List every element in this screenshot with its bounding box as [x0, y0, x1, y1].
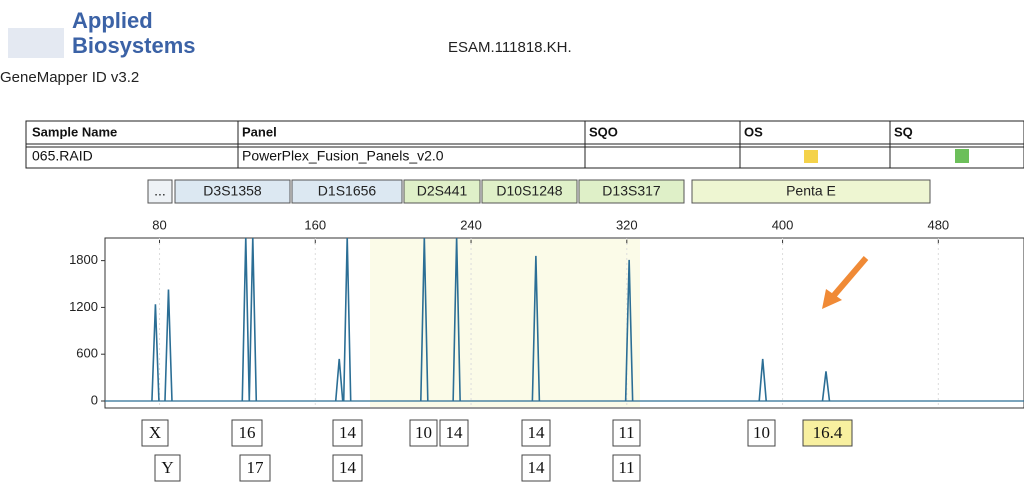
allele-call: Y [161, 458, 173, 477]
brand-line: Applied [72, 8, 153, 33]
column-header: OS [744, 124, 763, 139]
allele-box [332, 419, 363, 447]
allele-box [141, 419, 169, 447]
allele-call: 10 [415, 423, 432, 442]
locus-button [174, 179, 291, 204]
os-flag [804, 150, 818, 163]
allele-box [612, 419, 641, 447]
y-tick-label: 1800 [69, 252, 98, 267]
peak [452, 238, 461, 402]
column-header: SQO [589, 124, 618, 139]
allele-call: 10 [753, 423, 770, 442]
peak [624, 259, 634, 402]
x-tick-label: 160 [304, 217, 326, 232]
peaks [151, 238, 831, 402]
x-tick-label: 240 [460, 217, 482, 232]
x-tick-label: 80 [152, 217, 166, 232]
peak [342, 238, 352, 402]
allele-box [239, 454, 271, 482]
sq-flag [955, 149, 969, 163]
logo: Applied Biosystems [8, 8, 196, 58]
allele-call: X [149, 423, 161, 442]
locus-button [147, 179, 173, 204]
locus-button [481, 179, 578, 204]
allele-box [521, 454, 551, 482]
locus-label: Penta E [786, 183, 836, 199]
locus-button [403, 179, 481, 204]
locus-label: D2S441 [417, 183, 468, 199]
x-tick-label: 480 [927, 217, 949, 232]
column-header: SQ [894, 124, 913, 139]
peak [248, 238, 258, 402]
allele-call: 14 [528, 458, 546, 477]
locus-label: D10S1248 [496, 183, 562, 199]
allele-call: 14 [528, 423, 546, 442]
locus-label: D3S1358 [203, 183, 262, 199]
allele-box [439, 419, 469, 447]
peak [151, 304, 160, 402]
locus-label: D13S317 [602, 183, 661, 199]
allele-box [154, 454, 181, 482]
allele-call: 14 [446, 423, 464, 442]
arrow-annotation [822, 256, 869, 309]
allele-call: 11 [618, 423, 634, 442]
allele-call: 14 [339, 423, 357, 442]
x-tick-label: 320 [616, 217, 638, 232]
arrow-shaft [827, 256, 869, 302]
y-tick-label: 0 [91, 392, 98, 407]
allele-call: 11 [618, 458, 634, 477]
logo-mark [8, 28, 64, 58]
column-header: Sample Name [32, 124, 117, 139]
arrow-head [822, 289, 842, 309]
peak [821, 371, 831, 402]
locus-button [691, 179, 931, 204]
allele-call: 16.4 [813, 423, 843, 442]
software-version: GeneMapper ID v3.2 [0, 69, 139, 86]
allele-call: 17 [247, 458, 265, 477]
allele-box [231, 419, 263, 447]
locus-button [291, 179, 403, 204]
sample-table [25, 120, 1024, 169]
allele-call: 16 [239, 423, 256, 442]
y-tick-label: 1200 [69, 299, 98, 314]
y-tick-label: 600 [76, 346, 98, 361]
brand-line: Biosystems [72, 33, 196, 58]
allele-box [747, 419, 776, 447]
report-title: ESAM.111818.KH. [448, 39, 572, 56]
column-header: Panel [242, 124, 277, 139]
peak [758, 358, 768, 402]
allele-call: 14 [339, 458, 357, 477]
peak [334, 358, 344, 402]
peak [164, 289, 173, 402]
table-cell: PowerPlex_Fusion_Panels_v2.0 [242, 148, 444, 164]
allele-box [521, 419, 551, 447]
allele-box [612, 454, 641, 482]
allele-box [802, 419, 853, 447]
peak [241, 238, 251, 402]
peak [420, 238, 429, 402]
allele-box [409, 419, 438, 447]
allele-box [332, 454, 363, 482]
bin-shade [370, 239, 640, 407]
x-tick-label: 400 [772, 217, 794, 232]
peak [531, 255, 541, 402]
locus-button [578, 179, 685, 204]
locus-label: ... [154, 183, 166, 199]
table-cell: 065.RAID [32, 148, 93, 164]
locus-label: D1S1656 [318, 183, 377, 199]
